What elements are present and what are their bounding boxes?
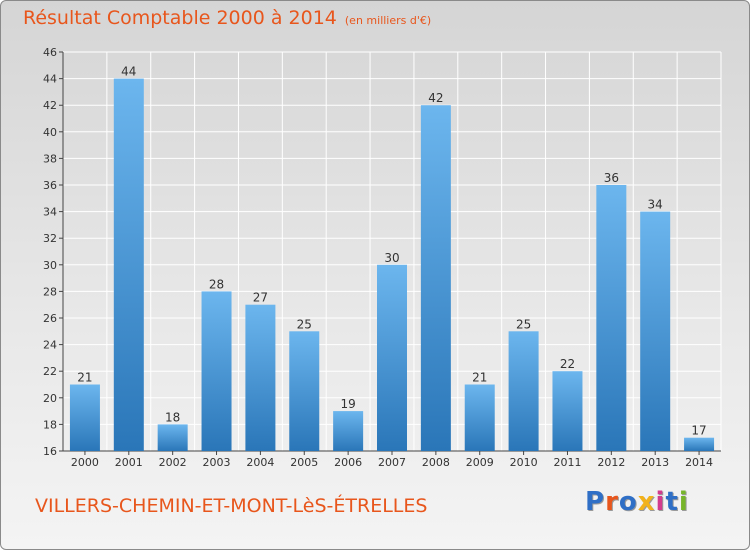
x-tick-label: 2002 <box>159 456 187 469</box>
chart-title-text: Résultat Comptable 2000 à 2014 <box>23 7 337 29</box>
bar <box>420 105 451 451</box>
y-tick-label: 20 <box>43 392 57 405</box>
bar <box>333 411 364 451</box>
bar <box>596 185 627 451</box>
bar <box>464 384 495 451</box>
y-tick-label: 26 <box>43 312 57 325</box>
x-tick-label: 2005 <box>290 456 318 469</box>
x-tick-label: 2014 <box>685 456 713 469</box>
data-label: 25 <box>297 317 312 331</box>
bar <box>113 78 144 451</box>
logo-letter: r <box>605 487 619 517</box>
data-label: 36 <box>604 171 619 185</box>
logo-letter: x <box>637 487 656 517</box>
x-tick-label: 2009 <box>466 456 494 469</box>
commune-name: VILLERS-CHEMIN-ET-MONT-LèS-ÉTRELLES <box>35 495 428 517</box>
data-label: 25 <box>516 317 531 331</box>
x-tick-label: 2013 <box>641 456 669 469</box>
bar <box>289 331 320 451</box>
bar <box>640 211 671 451</box>
data-label: 17 <box>691 424 706 438</box>
logo-letter: o <box>618 487 638 517</box>
y-tick-label: 42 <box>43 99 57 112</box>
y-tick-label: 22 <box>43 365 57 378</box>
data-label: 34 <box>648 198 663 212</box>
data-label: 22 <box>560 357 575 371</box>
x-tick-label: 2012 <box>597 456 625 469</box>
data-label: 44 <box>121 65 136 79</box>
y-tick-label: 38 <box>43 152 57 165</box>
logo-letter: t <box>665 487 679 517</box>
y-tick-label: 40 <box>43 126 57 139</box>
bar <box>69 384 100 451</box>
x-tick-label: 2007 <box>378 456 406 469</box>
y-tick-label: 16 <box>43 445 57 458</box>
data-label: 21 <box>472 371 487 385</box>
bar <box>157 424 188 451</box>
bar <box>552 371 583 451</box>
bars <box>69 78 715 451</box>
x-tick-label: 2010 <box>510 456 538 469</box>
chart-subtitle: (en milliers d'€) <box>344 14 432 27</box>
x-tick-label: 2000 <box>71 456 99 469</box>
x-tick-label: 2008 <box>422 456 450 469</box>
bar <box>201 291 232 451</box>
bar <box>684 437 715 451</box>
chart-title: Résultat Comptable 2000 à 2014 (en millie… <box>23 7 431 29</box>
data-label: 30 <box>384 251 399 265</box>
bar <box>508 331 539 451</box>
logo-letter: P <box>585 487 606 517</box>
data-label: 18 <box>165 410 180 424</box>
y-tick-label: 18 <box>43 418 57 431</box>
y-tick-label: 34 <box>43 206 57 219</box>
data-label: 42 <box>428 91 443 105</box>
y-tick-label: 36 <box>43 179 57 192</box>
y-tick-label: 32 <box>43 232 57 245</box>
x-tick-label: 2006 <box>334 456 362 469</box>
x-tick-label: 2011 <box>553 456 581 469</box>
data-label: 19 <box>340 397 355 411</box>
x-tick-label: 2004 <box>246 456 274 469</box>
y-tick-label: 30 <box>43 259 57 272</box>
x-tick-label: 2003 <box>203 456 231 469</box>
data-label: 27 <box>253 291 268 305</box>
data-label: 28 <box>209 277 224 291</box>
bar <box>245 304 276 451</box>
logo-letter: i <box>678 487 689 517</box>
y-tick-label: 46 <box>43 46 57 59</box>
y-tick-label: 28 <box>43 285 57 298</box>
y-tick-label: 24 <box>43 339 57 352</box>
bar <box>377 264 407 451</box>
proxiti-logo[interactable]: Proxiti <box>585 487 689 517</box>
data-label: 21 <box>77 371 92 385</box>
logo-letter: i <box>655 487 666 517</box>
y-tick-label: 44 <box>43 73 57 86</box>
x-tick-label: 2001 <box>115 456 143 469</box>
data-labels: 21 44 18 28 27 25 19 30 42 21 25 22 36 34 17 <box>77 65 706 438</box>
